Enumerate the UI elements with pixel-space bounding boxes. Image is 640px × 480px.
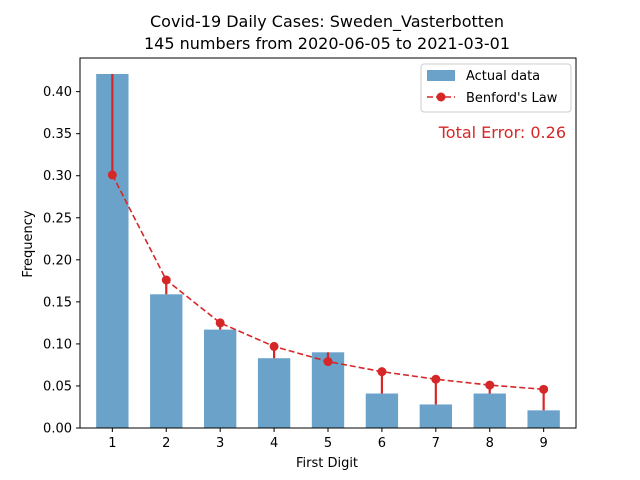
y-tick-label-0.10: 0.10 bbox=[43, 337, 72, 352]
benford-marker-digit-2 bbox=[161, 275, 171, 285]
x-tick-label-9: 9 bbox=[540, 436, 548, 451]
bar-digit-6 bbox=[365, 393, 399, 428]
x-tick-label-2: 2 bbox=[162, 436, 170, 451]
benford-marker-digit-7 bbox=[431, 374, 441, 384]
bar-digit-3 bbox=[204, 329, 237, 428]
x-tick-label-5: 5 bbox=[324, 436, 332, 451]
bar-digit-7 bbox=[419, 404, 452, 428]
x-tick-label-7: 7 bbox=[432, 436, 440, 451]
x-tick-label-1: 1 bbox=[108, 436, 116, 451]
y-tick-label-0.35: 0.35 bbox=[43, 127, 72, 142]
benford-markers bbox=[107, 170, 549, 394]
x-ticks: 1 2 3 4 5 6 7 8 9 bbox=[108, 428, 548, 451]
x-tick-label-6: 6 bbox=[378, 436, 386, 451]
y-tick-label-0.15: 0.15 bbox=[43, 295, 72, 310]
benford-marker-digit-6 bbox=[377, 367, 387, 377]
legend-label-benford: Benford's Law bbox=[466, 91, 558, 106]
y-ticks: 0.00 0.05 0.10 0.15 0.20 0.25 0.30 0.35 0.40 bbox=[43, 85, 80, 437]
chart-subtitle: 145 numbers from 2020-06-05 to 2021-03-0… bbox=[144, 34, 510, 53]
x-tick-label-3: 3 bbox=[216, 436, 224, 451]
benford-marker-digit-5 bbox=[323, 357, 333, 367]
y-tick-label-0.25: 0.25 bbox=[43, 211, 72, 226]
x-tick-label-8: 8 bbox=[486, 436, 494, 451]
bar-digit-9 bbox=[527, 410, 560, 428]
bar-digit-4 bbox=[257, 358, 291, 428]
y-tick-label-0.05: 0.05 bbox=[43, 379, 72, 394]
bar-digit-8 bbox=[473, 393, 506, 428]
benford-marker-digit-4 bbox=[269, 341, 279, 351]
benford-marker-digit-9 bbox=[539, 384, 549, 394]
benford-marker-digit-8 bbox=[485, 380, 495, 390]
legend-swatch-benford-marker bbox=[436, 92, 446, 102]
legend-swatch-actual bbox=[427, 70, 455, 81]
legend: Actual data Benford's Law bbox=[420, 63, 572, 113]
y-tick-label-0.00: 0.00 bbox=[43, 422, 72, 437]
total-error-annotation: Total Error: 0.26 bbox=[438, 123, 566, 142]
legend-label-actual: Actual data bbox=[466, 69, 540, 84]
bar-digit-2 bbox=[150, 294, 183, 428]
y-tick-label-0.40: 0.40 bbox=[43, 85, 72, 100]
y-tick-label-0.30: 0.30 bbox=[43, 169, 72, 184]
y-tick-label-0.20: 0.20 bbox=[43, 253, 72, 268]
x-axis-label: First Digit bbox=[296, 456, 358, 471]
legend-box bbox=[420, 63, 572, 113]
chart-title: Covid-19 Daily Cases: Sweden_Vasterbotte… bbox=[150, 12, 504, 32]
benford-marker-digit-1 bbox=[107, 170, 117, 180]
x-tick-label-4: 4 bbox=[270, 436, 278, 451]
y-axis-label: Frequency bbox=[21, 210, 36, 277]
benford-marker-digit-3 bbox=[215, 318, 225, 328]
